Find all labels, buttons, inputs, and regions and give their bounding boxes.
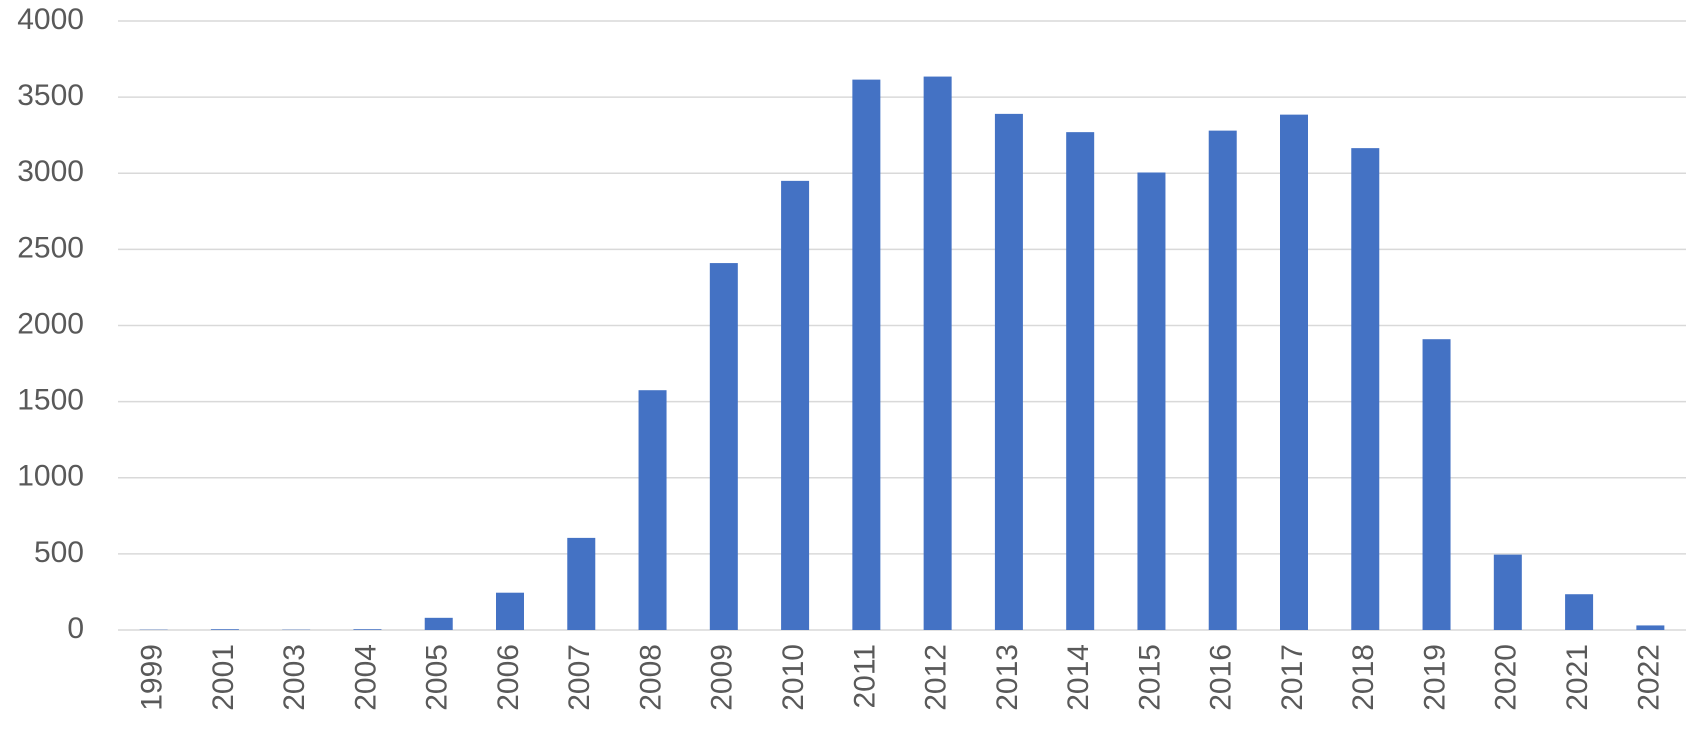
- x-tick-label: 2014: [1062, 644, 1095, 711]
- y-tick-label: 4000: [17, 3, 84, 36]
- bar: [1493, 554, 1522, 630]
- bar: [1066, 132, 1095, 630]
- x-tick-label: 2012: [920, 644, 953, 711]
- x-tick-label: 2010: [777, 644, 810, 711]
- bar: [923, 76, 952, 631]
- bar: [1137, 172, 1166, 630]
- bar: [210, 629, 239, 630]
- bar: [496, 592, 524, 630]
- x-tick-label: 2020: [1490, 644, 1523, 711]
- x-tick-label: 2013: [991, 644, 1024, 711]
- x-tick-label: 2015: [1133, 644, 1166, 711]
- bar: [353, 629, 382, 630]
- bar: [1636, 625, 1665, 630]
- bar: [781, 180, 810, 631]
- x-tick-label: 2003: [278, 644, 311, 711]
- x-tick-label: 2021: [1561, 644, 1594, 711]
- y-tick-label: 2500: [17, 231, 84, 264]
- x-tick-label: 2017: [1276, 644, 1309, 711]
- bar: [709, 263, 738, 630]
- x-tick-label: 2019: [1418, 644, 1451, 711]
- bar: [567, 537, 596, 630]
- x-tick-label: 2008: [634, 644, 667, 711]
- y-tick-label: 1000: [17, 460, 84, 493]
- bar: [1565, 594, 1594, 630]
- x-tick-label: 1999: [136, 644, 169, 711]
- bar: [852, 79, 881, 630]
- bar: [1351, 148, 1380, 630]
- x-tick-label: 2001: [207, 644, 240, 711]
- bar: [1422, 339, 1451, 630]
- bar: [638, 390, 667, 630]
- x-tick-label: 2006: [492, 644, 525, 711]
- x-tick-label: 2016: [1205, 644, 1238, 711]
- x-tick-label: 2022: [1632, 644, 1665, 711]
- x-tick-label: 2011: [848, 644, 881, 709]
- bar: [1208, 130, 1237, 630]
- y-tick-label: 1500: [17, 384, 84, 417]
- x-tick-label: 2004: [349, 644, 382, 711]
- bar: [994, 113, 1023, 630]
- x-tick-label: 2018: [1347, 644, 1380, 711]
- x-tick-label: 2007: [563, 644, 596, 711]
- y-tick-label: 3500: [17, 79, 84, 112]
- bar: [424, 617, 453, 630]
- x-tick-label: 2005: [421, 644, 454, 711]
- y-tick-label: 3000: [17, 155, 84, 188]
- y-tick-label: 2000: [17, 307, 84, 340]
- y-tick-label: 0: [67, 612, 84, 645]
- y-tick-label: 500: [34, 536, 84, 569]
- x-tick-label: 2009: [706, 644, 739, 711]
- bar: [1280, 114, 1308, 631]
